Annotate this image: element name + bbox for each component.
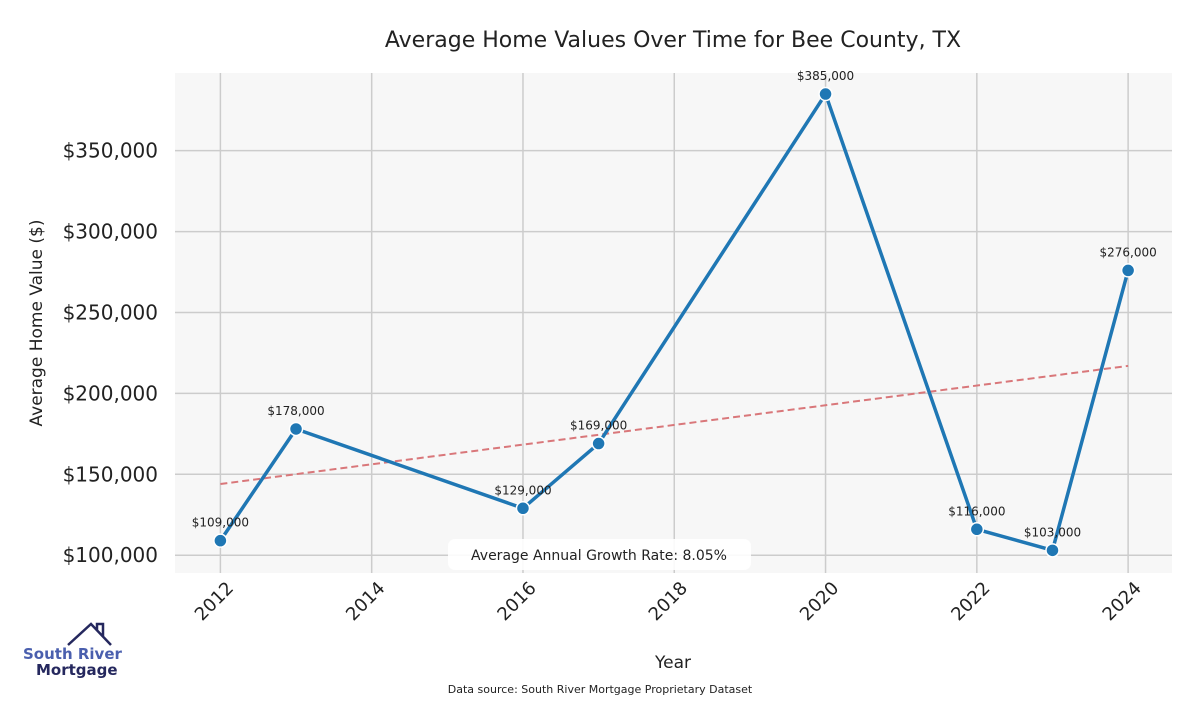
y-axis-label: Average Home Value ($) — [27, 220, 47, 427]
data-source: Data source: South River Mortgage Propri… — [448, 683, 753, 696]
plot-area — [175, 73, 1172, 573]
trend-line — [220, 364, 1129, 485]
house-roof-icon — [67, 622, 112, 646]
x-tick-label: 2020 — [796, 578, 843, 625]
x-tick-label: 2018 — [645, 578, 692, 625]
x-tick-label: 2016 — [493, 578, 540, 625]
data-label: $129,000 — [494, 483, 551, 497]
x-axis-label: Year — [654, 653, 691, 673]
data-point — [515, 501, 531, 516]
trend-line-group — [220, 364, 1129, 485]
data-point — [288, 421, 304, 437]
data-point — [591, 436, 606, 451]
x-tick-labels: 2012 2014 2016 2018 2020 2022 2024 — [191, 578, 1146, 625]
data-label: $385,000 — [797, 69, 854, 83]
company-logo: South River Mortgage — [23, 622, 123, 679]
x-tick-label: 2022 — [947, 578, 994, 625]
series-group — [213, 86, 1136, 558]
data-label: $109,000 — [192, 516, 249, 530]
y-tick-label: $250,000 — [63, 300, 158, 324]
data-point — [213, 533, 228, 548]
growth-rate-annotation: Average Annual Growth Rate: 8.05% — [448, 539, 751, 570]
chart-title: Average Home Values Over Time for Bee Co… — [385, 28, 961, 53]
data-label: $276,000 — [1099, 245, 1156, 259]
logo-line1: South River — [23, 645, 123, 663]
data-point — [818, 86, 833, 102]
x-tick-label: 2024 — [1099, 578, 1146, 625]
grid — [175, 73, 1172, 573]
growth-rate-text: Average Annual Growth Rate: 8.05% — [471, 548, 727, 564]
y-tick-labels: $100,000 $150,000 $200,000 $250,000 $300,000… — [63, 139, 158, 568]
data-label: $169,000 — [570, 419, 627, 433]
data-labels: $109,000 $178,000 $129,000 $169,000 $385,000… — [192, 69, 1157, 539]
x-tick-label: 2012 — [191, 578, 238, 625]
data-label: $103,000 — [1024, 525, 1081, 539]
data-point — [969, 522, 985, 537]
y-tick-label: $150,000 — [63, 462, 158, 486]
data-label: $116,000 — [948, 504, 1005, 518]
data-point — [1045, 543, 1060, 558]
series-line — [218, 92, 1130, 553]
y-tick-label: $300,000 — [63, 220, 158, 244]
y-tick-label: $100,000 — [63, 543, 158, 567]
data-point — [1120, 263, 1136, 278]
x-tick-label: 2014 — [342, 578, 389, 625]
data-label: $178,000 — [267, 404, 324, 418]
y-tick-label: $350,000 — [63, 139, 158, 163]
logo-line2: Mortgage — [36, 661, 118, 679]
y-tick-label: $200,000 — [63, 381, 158, 405]
